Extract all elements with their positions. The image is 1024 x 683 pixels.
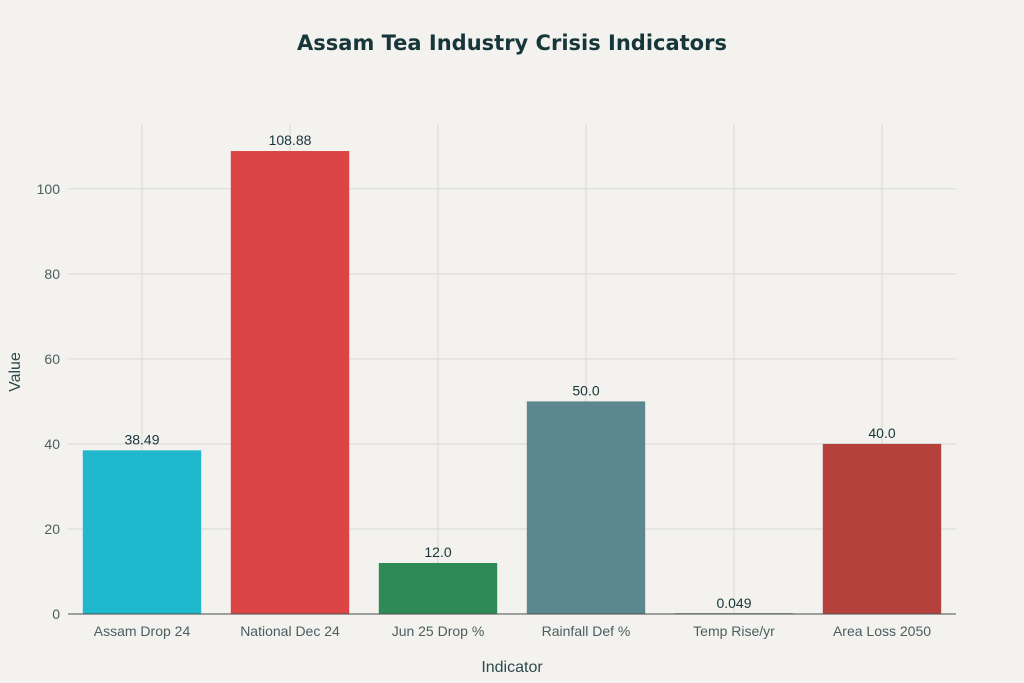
bar-layer <box>82 151 942 614</box>
y-tick-label: 60 <box>44 351 60 367</box>
y-tick-label: 20 <box>44 521 60 537</box>
data-label: 108.88 <box>269 132 312 148</box>
data-label: 0.049 <box>716 595 751 611</box>
x-tick-label: Area Loss 2050 <box>833 623 931 639</box>
x-tick-label: National Dec 24 <box>240 623 340 639</box>
grid-layer <box>68 125 956 614</box>
bar-3 <box>526 401 646 614</box>
data-label: 38.49 <box>124 431 159 447</box>
x-tick-label: Assam Drop 24 <box>94 623 191 639</box>
chart-title: Assam Tea Industry Crisis Indicators <box>297 31 727 55</box>
x-tick-label: Temp Rise/yr <box>693 623 775 639</box>
x-tick-label: Jun 25 Drop % <box>392 623 485 639</box>
bar-5 <box>822 443 942 614</box>
data-label: 12.0 <box>424 544 451 560</box>
label-layer: 0 20 40 60 80 100 38.49 Assam Drop 24 108.88 Nati… <box>37 132 932 639</box>
y-tick-label: 80 <box>44 266 60 282</box>
bar-1 <box>230 151 350 614</box>
bar-0 <box>82 450 202 614</box>
data-label: 50.0 <box>572 382 599 398</box>
x-tick-label: Rainfall Def % <box>542 623 631 639</box>
bar-2 <box>378 562 498 614</box>
x-axis-label: Indicator <box>481 659 543 676</box>
data-label: 40.0 <box>868 425 895 441</box>
y-tick-label: 0 <box>52 606 60 622</box>
y-tick-label: 100 <box>37 181 61 197</box>
y-axis-label: Value <box>7 352 24 392</box>
y-tick-label: 40 <box>44 436 60 452</box>
